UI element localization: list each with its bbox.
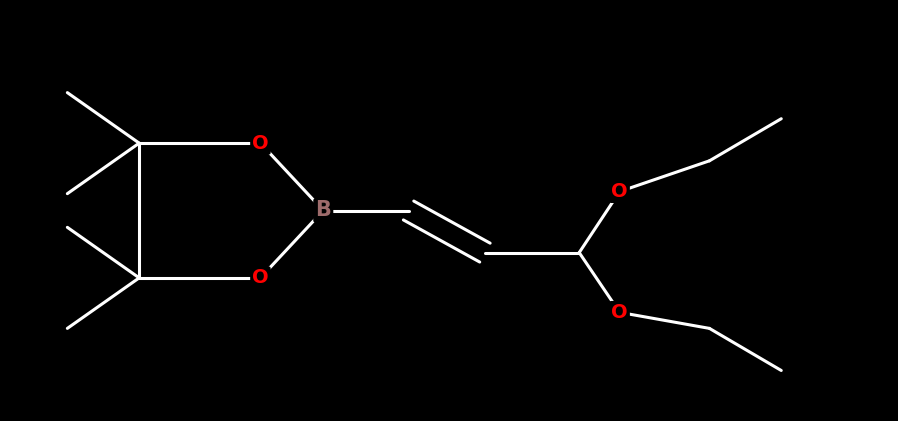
Text: O: O (252, 268, 269, 288)
Text: O: O (252, 133, 269, 153)
Text: O: O (612, 303, 628, 322)
Text: O: O (612, 182, 628, 201)
Text: B: B (315, 200, 331, 221)
